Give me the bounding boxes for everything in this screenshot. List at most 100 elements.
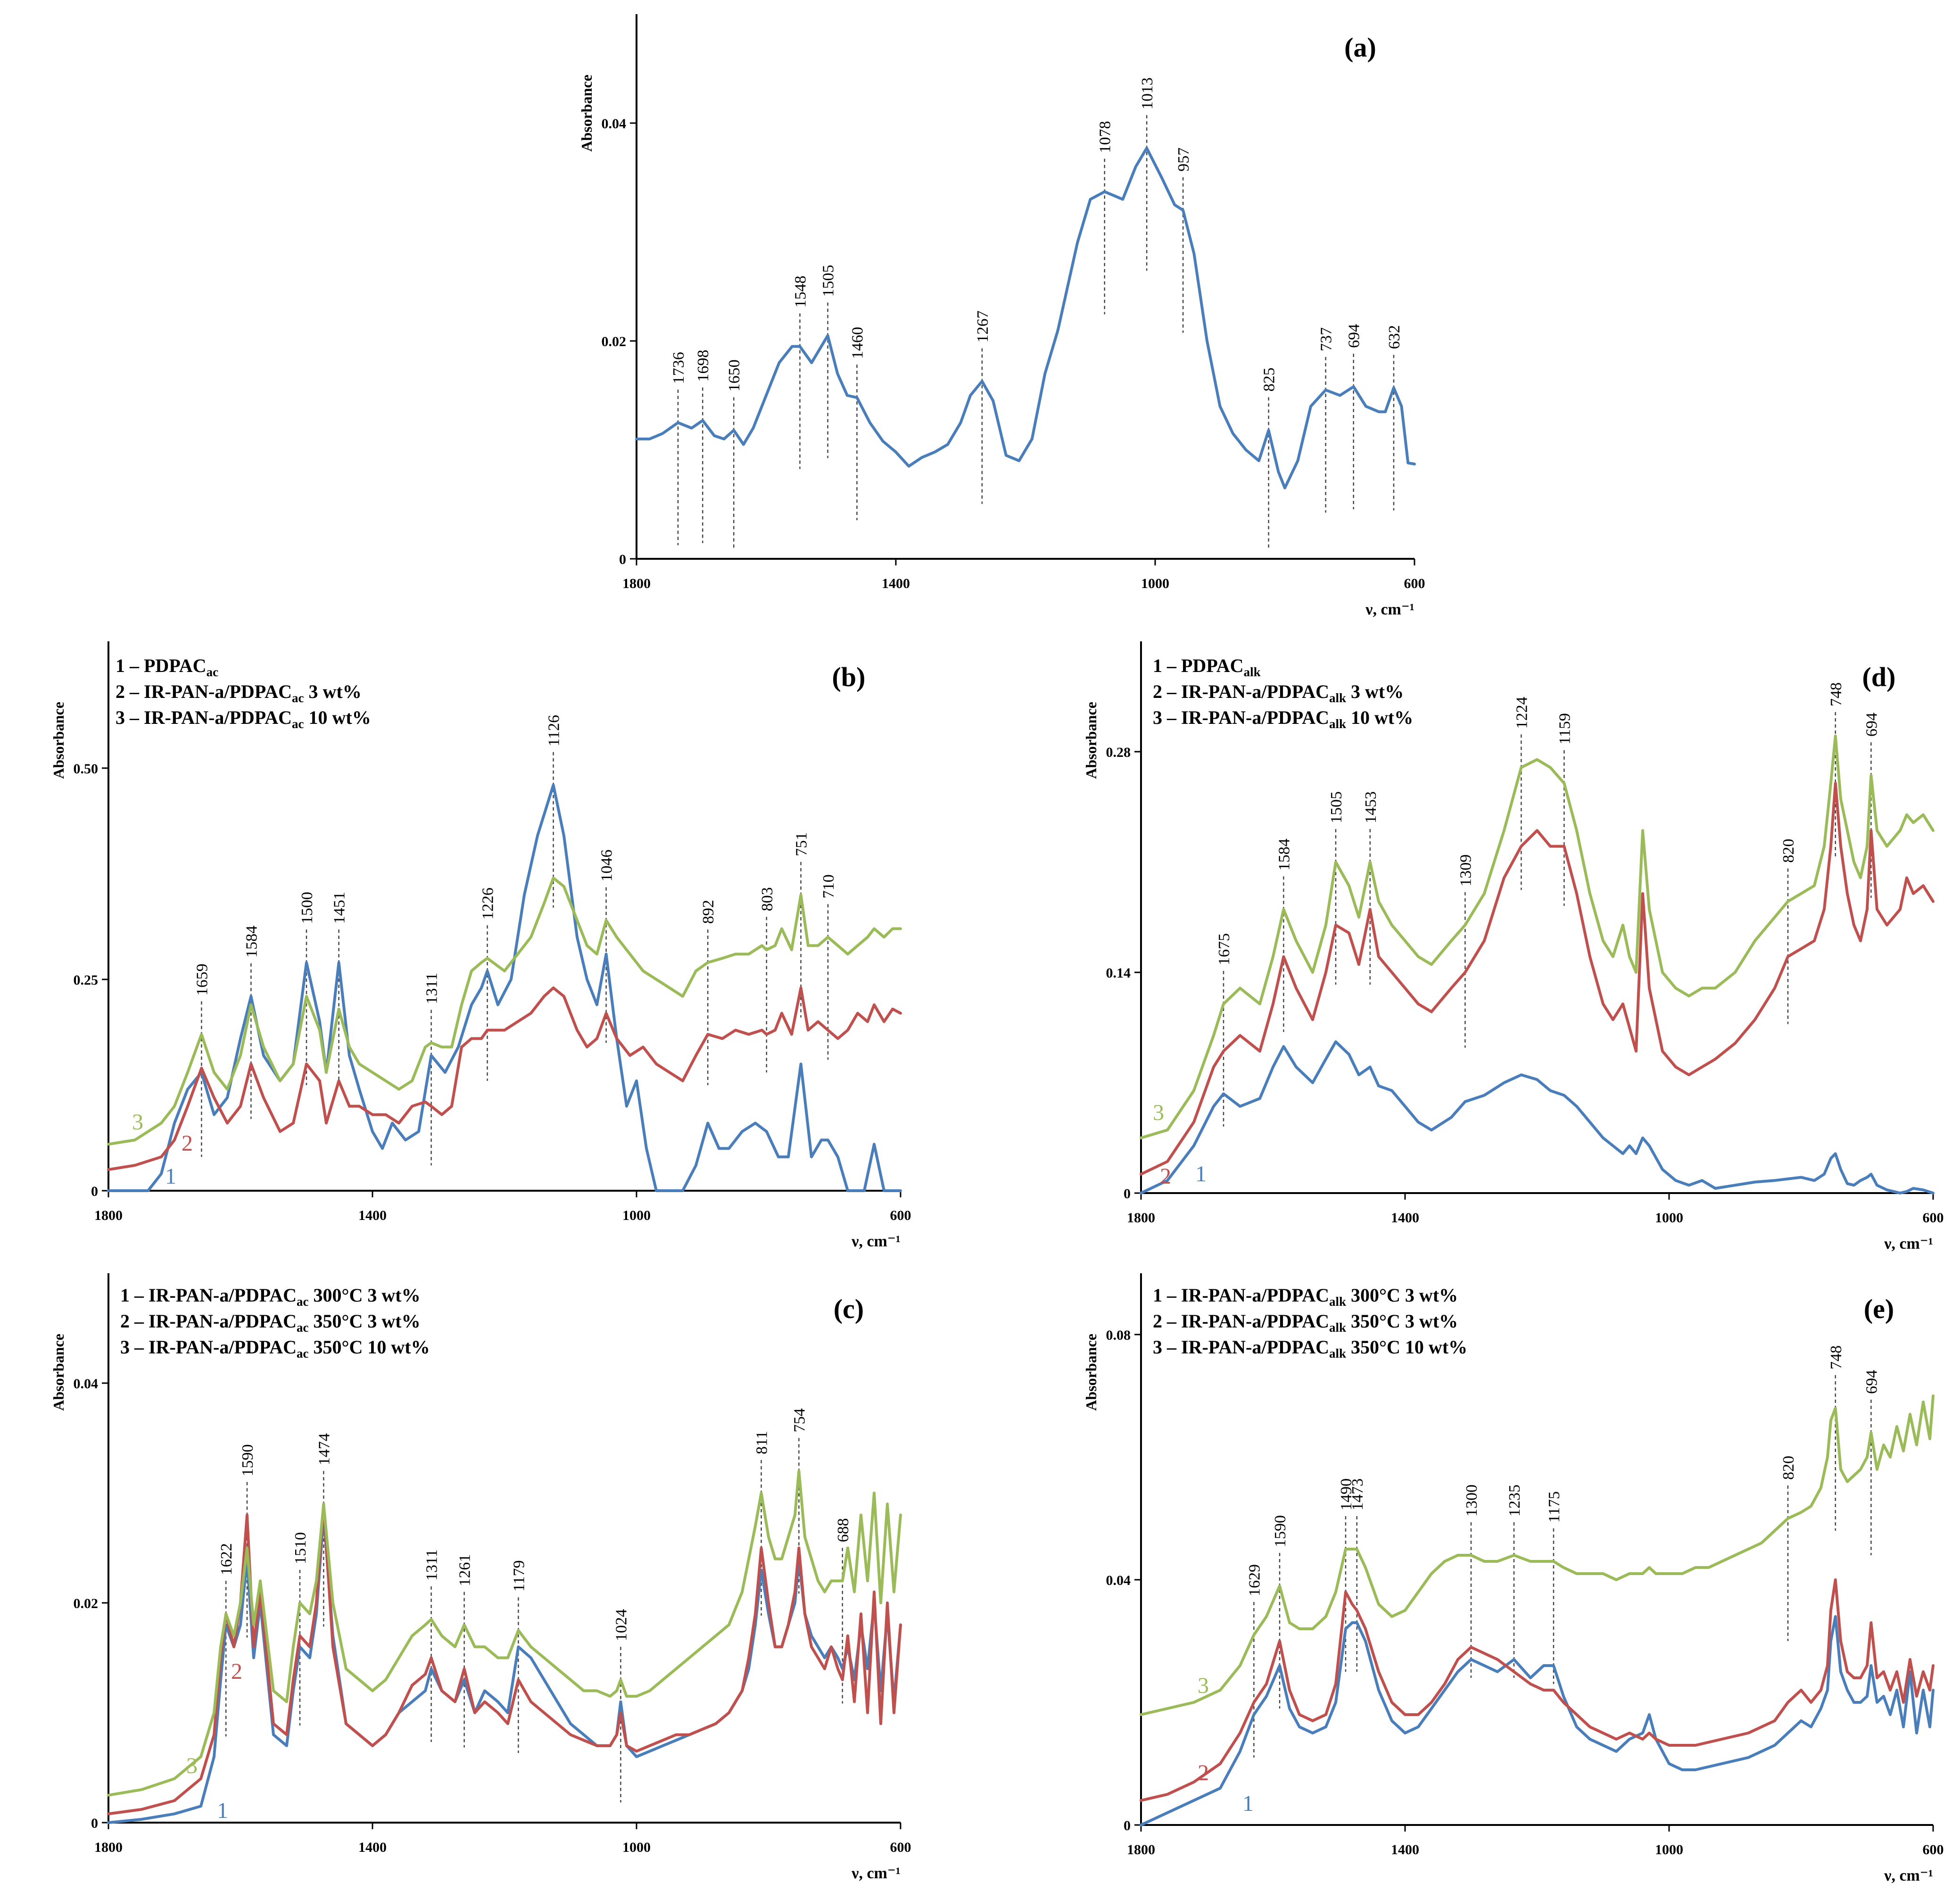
peak-label: 1126 (546, 715, 563, 746)
series-line-2 (107, 1502, 902, 1816)
legend-entry: 1 – PDPACac (116, 655, 218, 679)
series-line-1 (107, 783, 902, 1192)
series-label: 3 (132, 1110, 143, 1135)
peak-label: 1548 (792, 276, 810, 308)
y-tick-label: 0.04 (1106, 1573, 1131, 1588)
peak-label: 751 (793, 832, 810, 856)
series-line-3 (107, 1469, 902, 1797)
peak-label: 1584 (243, 926, 260, 958)
series-label: 2 (182, 1131, 193, 1156)
peak-label: 1311 (423, 1549, 441, 1581)
chart-panel-a: 1736 1698 1650 1548 1505 1460 1267 1078 1013 957 8… (578, 14, 1425, 618)
peak-label: 811 (753, 1431, 771, 1454)
peak-label: 1629 (1246, 1564, 1263, 1596)
x-tick-label: 1400 (358, 1208, 387, 1223)
x-tick-label: 1000 (622, 1208, 651, 1223)
peak-label: 1267 (974, 310, 992, 342)
series-line-1 (107, 1513, 902, 1824)
y-axis-label: Absorbance (50, 1334, 67, 1411)
series-line-2 (107, 986, 902, 1171)
series-line-1 (1140, 1615, 1935, 1826)
y-tick-label: 0.50 (74, 761, 99, 777)
x-tick-label: 600 (1923, 1210, 1944, 1226)
peak-label: 820 (1780, 1456, 1797, 1480)
peak-label: 694 (1863, 1370, 1880, 1394)
peak-label: 1179 (510, 1560, 528, 1592)
x-tick-label: 1400 (1391, 1210, 1419, 1226)
peak-label: 1300 (1463, 1485, 1480, 1517)
peak-label: 1078 (1097, 121, 1114, 153)
chart-panel-c: 1622 1590 1510 1474 1311 1261 1179 1024 811 754 68… (50, 1273, 911, 1882)
peak-label: 1659 (193, 963, 211, 995)
peak-label: 694 (1346, 324, 1363, 348)
peak-label: 1736 (670, 352, 687, 384)
series-line-3 (1140, 734, 1935, 1139)
legend-entry: 2 – IR-PAN-a/PDPACalk 350°C 3 wt% (1153, 1310, 1458, 1335)
peak-label: 688 (835, 1518, 852, 1542)
x-tick-label: 1800 (622, 576, 651, 591)
series-label: 2 (1160, 1164, 1171, 1189)
series-line-2 (1140, 1578, 1935, 1802)
series-label: 1 (217, 1798, 228, 1823)
x-tick-label: 600 (890, 1840, 911, 1855)
x-tick-label: 1800 (1127, 1210, 1155, 1226)
x-axis-label: ν, cm⁻¹ (851, 1233, 901, 1250)
peak-label: 748 (1828, 682, 1845, 706)
peak-label: 1698 (695, 350, 712, 382)
x-tick-label: 1000 (1141, 576, 1169, 591)
series-label: 1 (1195, 1161, 1207, 1186)
y-tick-label: 0 (619, 552, 626, 567)
peak-label: 1226 (480, 887, 497, 920)
legend-entry: 2 – IR-PAN-a/PDPACac 350°C 3 wt% (120, 1310, 421, 1335)
legend-entry: 2 – IR-PAN-a/PDPACalk 3 wt% (1153, 681, 1404, 705)
peak-label: 1309 (1457, 854, 1474, 887)
peak-label: 1453 (1362, 791, 1380, 823)
x-tick-label: 1400 (882, 576, 910, 591)
peak-label: 957 (1175, 148, 1192, 172)
series-label: 1 (1242, 1791, 1254, 1816)
peak-label: 1460 (849, 327, 867, 359)
peak-label: 1584 (1275, 838, 1293, 871)
peak-label: 1261 (456, 1554, 474, 1586)
series-label: 3 (1153, 1100, 1164, 1125)
peak-label: 1500 (298, 892, 316, 924)
peak-label: 1311 (423, 973, 441, 1004)
peak-label: 1474 (315, 1433, 333, 1465)
peak-label: 1013 (1139, 77, 1156, 109)
x-tick-label: 1000 (1655, 1210, 1683, 1226)
peak-label: 1175 (1546, 1491, 1563, 1523)
legend-entry: 3 – IR-PAN-a/PDPACalk 10 wt% (1153, 707, 1413, 731)
y-axis-label: Absorbance (578, 75, 595, 152)
y-tick-label: 0.04 (74, 1376, 99, 1392)
x-tick-label: 1000 (1655, 1842, 1683, 1858)
peak-label: 1451 (331, 892, 348, 924)
x-tick-label: 1800 (94, 1208, 123, 1223)
y-axis-label: Absorbance (1083, 1334, 1100, 1411)
y-tick-label: 0.02 (602, 334, 627, 349)
peak-label: 737 (1318, 327, 1335, 351)
series-label: 2 (1198, 1760, 1209, 1785)
peak-label: 1675 (1216, 933, 1233, 965)
y-tick-label: 0 (91, 1184, 98, 1199)
x-tick-label: 1400 (358, 1840, 387, 1855)
x-tick-label: 600 (890, 1208, 911, 1223)
x-tick-label: 600 (1923, 1842, 1944, 1858)
peak-label: 1473 (1349, 1478, 1366, 1510)
peak-label: 694 (1863, 713, 1880, 737)
y-tick-label: 0 (91, 1816, 98, 1831)
legend-entry: 3 – IR-PAN-a/PDPACac 10 wt% (116, 707, 371, 731)
y-tick-label: 0 (1124, 1818, 1131, 1833)
series-line-3 (1140, 1394, 1935, 1716)
peak-label: 1650 (726, 359, 743, 391)
panel-label: (a) (1344, 32, 1376, 63)
peak-label: 632 (1386, 325, 1403, 349)
legend-entry: 2 – IR-PAN-a/PDPACac 3 wt% (116, 681, 362, 705)
x-axis-label: ν, cm⁻¹ (1884, 1235, 1933, 1252)
peak-label: 803 (759, 887, 776, 911)
panel-label: (c) (834, 1294, 864, 1324)
x-tick-label: 600 (1404, 576, 1425, 591)
panel-label: (b) (832, 662, 866, 692)
series-label: 3 (186, 1753, 198, 1778)
